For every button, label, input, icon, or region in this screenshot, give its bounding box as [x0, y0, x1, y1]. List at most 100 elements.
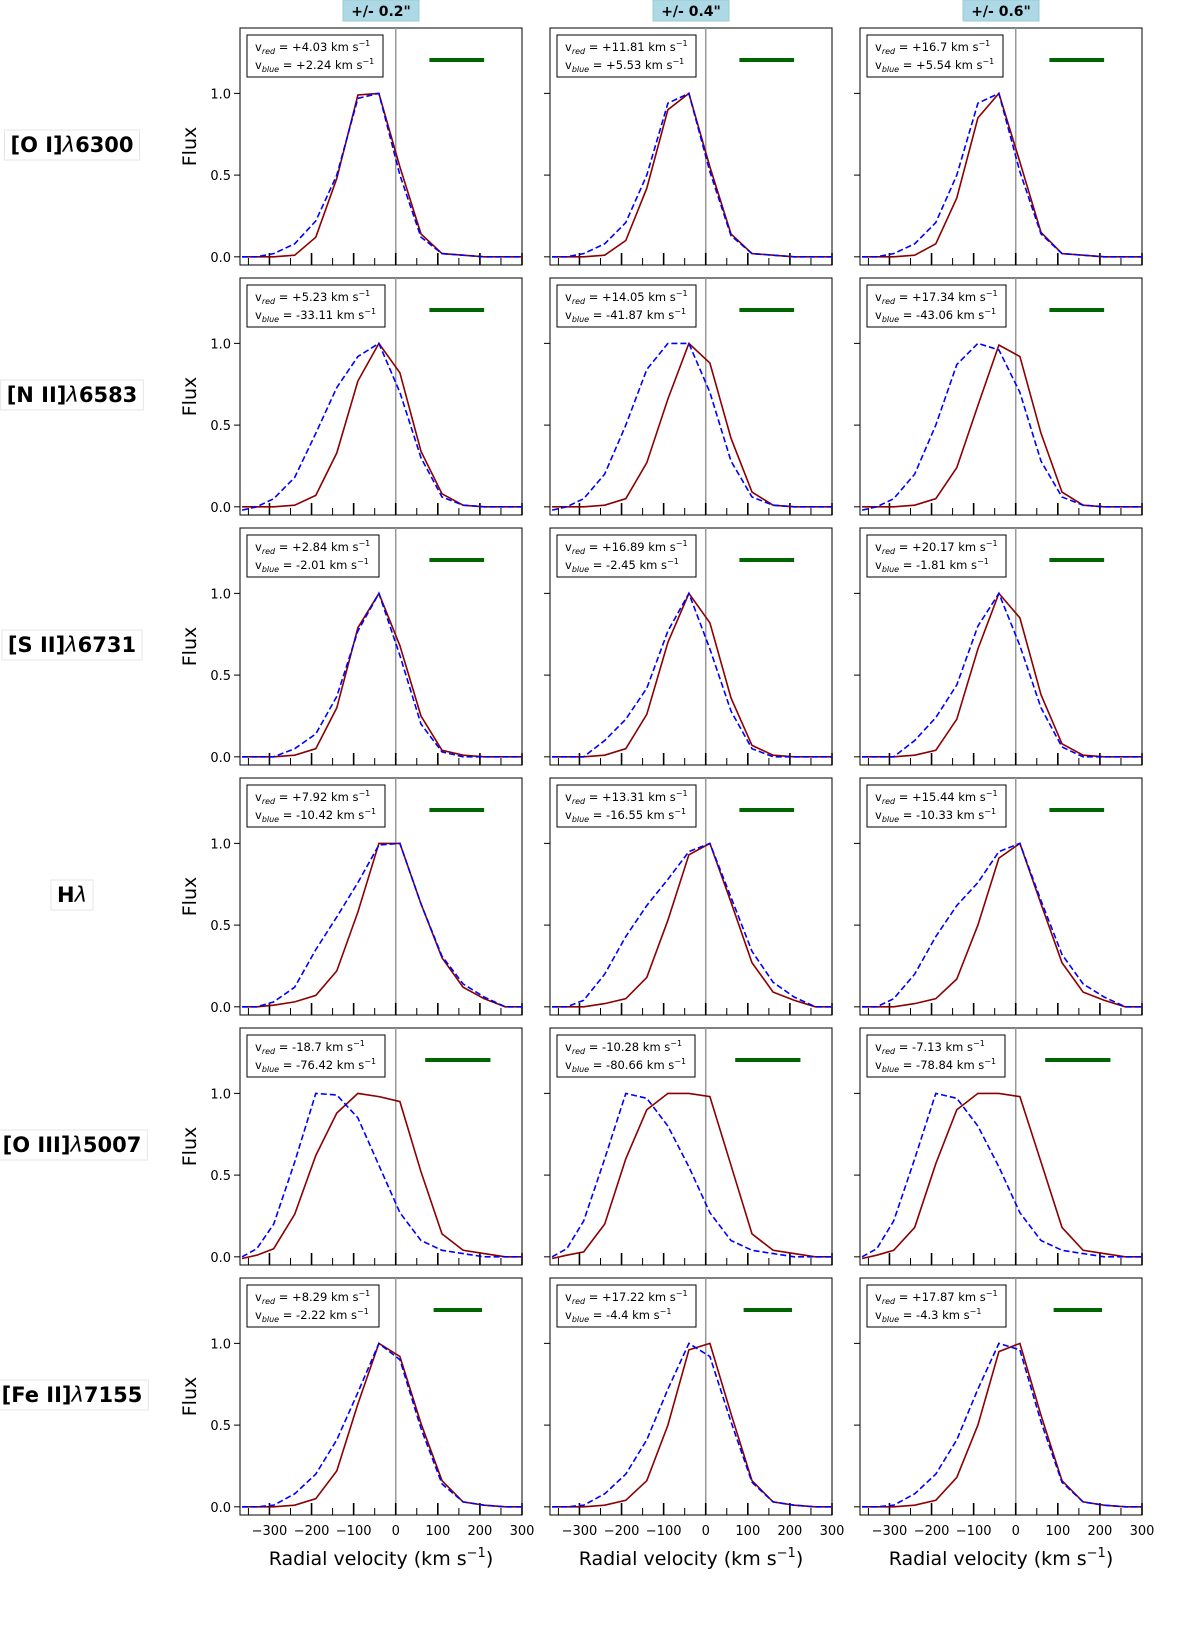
vel-value: = -41.87 km s [589, 308, 674, 322]
vel-symbol: v [565, 1040, 572, 1054]
x-axis-label: Radial velocity (km s−1) [269, 1546, 493, 1570]
x-tick-label: −100 [336, 1524, 372, 1539]
vel-value: = -16.55 km s [589, 808, 674, 822]
x-axis-label: Radial velocity (km s−1) [579, 1546, 803, 1570]
vel-unit-exponent: −1 [986, 539, 998, 548]
vel-unit-exponent: −1 [358, 789, 370, 798]
v-blue-label: vblue = -16.55 km s−1 [565, 807, 686, 824]
vel-unit-exponent: −1 [986, 789, 998, 798]
vel-unit-exponent: −1 [986, 289, 998, 298]
x-tick-label: −300 [562, 1524, 598, 1539]
vel-unit-exponent: −1 [977, 557, 989, 566]
row-label-frame [3, 129, 141, 161]
vel-unit-exponent: −1 [676, 289, 688, 298]
column-header-bg [652, 0, 730, 22]
blue-profile-line [862, 92, 1142, 258]
row-label: Hλ [50, 879, 94, 911]
vel-value: = -2.22 km s [279, 1308, 357, 1322]
vel-subscript: red [882, 1297, 896, 1306]
row-label-frame [50, 879, 94, 911]
vel-value: = +17.87 km s [895, 1290, 986, 1304]
vel-subscript: red [262, 1047, 276, 1056]
v-red-label: vred = +16.7 km s−1 [875, 39, 990, 56]
row-label-lambda-symbol: λ [64, 633, 77, 657]
row-label-text: [O I]λ6300 [10, 133, 133, 157]
vel-subscript: red [882, 297, 896, 306]
vel-symbol: v [875, 308, 882, 322]
y-axis-label: Flux [179, 1377, 201, 1417]
velocity-legend-box [556, 34, 697, 78]
vel-unit-exponent: −1 [364, 307, 376, 316]
blue-profile-line [552, 842, 832, 1008]
vel-value: = -43.06 km s [899, 308, 984, 322]
vel-value: = -2.01 km s [279, 558, 357, 572]
x-axis-label-close: ) [796, 1548, 803, 1570]
vel-symbol: v [565, 1058, 572, 1072]
v-red-label: vred = +4.03 km s−1 [255, 39, 370, 56]
red-profile-line [552, 842, 832, 1008]
v-blue-label: vblue = -80.66 km s−1 [565, 1057, 686, 1074]
v-blue-label: vblue = -4.3 km s−1 [875, 1307, 981, 1324]
x-tick-label: 100 [735, 1524, 760, 1539]
vel-subscript: red [572, 797, 586, 806]
vel-symbol: v [255, 540, 262, 554]
y-tick-label: 1.0 [210, 837, 231, 852]
x-tick-label: −200 [914, 1524, 950, 1539]
v-blue-label: vblue = -33.11 km s−1 [255, 307, 376, 324]
vel-subscript: red [572, 47, 586, 56]
row-label-species: H [57, 883, 75, 907]
blue-profile-line [241, 342, 522, 511]
x-axis-label-main: Radial velocity (km s [269, 1548, 467, 1570]
vel-unit-exponent: −1 [978, 39, 990, 48]
vel-subscript: blue [882, 1315, 899, 1324]
vel-symbol: v [255, 308, 262, 322]
x-tick-label: −200 [604, 1524, 640, 1539]
row-label-species: [N II] [7, 383, 67, 407]
v-red-label: vred = -7.13 km s−1 [875, 1039, 985, 1056]
row-label-species: [S II] [8, 633, 65, 657]
x-tick-label: 200 [1087, 1524, 1112, 1539]
vel-value: = +17.22 km s [585, 1290, 676, 1304]
v-red-label: vred = +17.34 km s−1 [875, 289, 998, 306]
v-red-label: vred = +17.87 km s−1 [875, 1289, 998, 1306]
row-label-text: [N II]λ6583 [7, 383, 138, 407]
x-tick-label: 100 [1045, 1524, 1070, 1539]
v-blue-label: vblue = -1.81 km s−1 [875, 557, 989, 574]
vel-value: = +2.84 km s [275, 540, 358, 554]
v-red-label: vred = +14.05 km s−1 [565, 289, 688, 306]
vel-unit-exponent: −1 [357, 557, 369, 566]
vel-symbol: v [875, 1290, 882, 1304]
x-tick-label: 0 [392, 1524, 400, 1539]
y-tick-label: 0.5 [210, 669, 231, 684]
row-label-text: Hλ [57, 883, 87, 907]
v-red-label: vred = +2.84 km s−1 [255, 539, 370, 556]
vel-value: = -10.28 km s [585, 1040, 670, 1054]
vel-value: = +15.44 km s [895, 790, 986, 804]
vel-value: = -76.42 km s [279, 1058, 364, 1072]
x-axis-label-exponent: −1 [777, 1546, 796, 1561]
y-tick-label: 0.0 [210, 1501, 231, 1516]
vel-subscript: red [572, 1297, 586, 1306]
row-label: [S II]λ6731 [1, 629, 143, 661]
velocity-legend-box [556, 1284, 697, 1328]
blue-profile-line [861, 342, 1142, 511]
vel-value: = -78.84 km s [899, 1058, 984, 1072]
velocity-legend-box [556, 534, 697, 578]
vel-unit-exponent: −1 [674, 807, 686, 816]
y-tick-label: 0.0 [210, 751, 231, 766]
vel-unit-exponent: −1 [358, 1289, 370, 1298]
v-blue-label: vblue = -76.42 km s−1 [255, 1057, 376, 1074]
vel-symbol: v [875, 1058, 882, 1072]
blue-profile-line [862, 591, 1142, 758]
x-axis-label-main: Radial velocity (km s [579, 1548, 777, 1570]
vel-symbol: v [875, 540, 882, 554]
v-blue-label: vblue = +2.24 km s−1 [255, 57, 374, 74]
vel-subscript: blue [572, 815, 589, 824]
vel-subscript: blue [882, 315, 899, 324]
row-label-lambda-symbol: λ [62, 133, 75, 157]
